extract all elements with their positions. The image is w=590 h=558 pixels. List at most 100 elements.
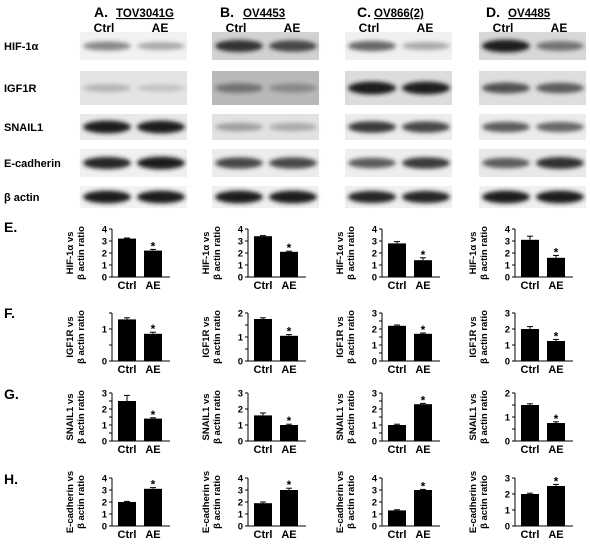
bar (118, 238, 136, 277)
y-tick-label: 2 (505, 389, 510, 400)
significance-star: * (287, 414, 292, 428)
column-letter: B. (220, 4, 234, 20)
significance-star: * (151, 478, 156, 492)
y-axis-label: SNAIL1 vs (335, 394, 346, 441)
blot-band (215, 40, 263, 52)
bar (254, 319, 272, 361)
significance-star: * (554, 245, 559, 259)
x-tick-label: Ctrl (388, 444, 407, 456)
lane-label-ctrl: Ctrl (493, 21, 514, 35)
blot-band (137, 120, 185, 134)
x-tick-label: AE (415, 529, 430, 541)
blot-band (83, 84, 131, 92)
blot-band (482, 157, 530, 169)
blot-band (536, 157, 584, 169)
panel-letter: F. (4, 305, 15, 321)
y-tick-label: 1 (372, 510, 378, 521)
x-tick-label: AE (548, 280, 563, 292)
x-tick-label: Ctrl (118, 364, 137, 376)
y-tick-label: 2 (238, 498, 243, 509)
x-tick-label: AE (415, 364, 430, 376)
blot-band (348, 40, 396, 52)
panel-letter: H. (4, 471, 18, 487)
blot-column (345, 32, 452, 208)
y-axis-label: β actin ratio (76, 390, 87, 444)
blot-band (269, 190, 317, 204)
y-tick-label: 0 (102, 437, 107, 448)
x-tick-label: AE (548, 444, 563, 456)
x-tick-label: Ctrl (521, 444, 540, 456)
significance-star: * (554, 474, 559, 488)
y-tick-label: 3 (372, 486, 377, 497)
y-tick-label: 3 (238, 486, 243, 497)
y-tick-label: 0 (372, 437, 377, 448)
y-axis-label: β actin ratio (346, 475, 357, 529)
y-axis-label: SNAIL1 vs (65, 394, 76, 441)
y-tick-label: 3 (372, 389, 377, 400)
x-tick-label: AE (145, 280, 160, 292)
y-tick-label: 2 (372, 325, 377, 336)
y-tick-label: 2 (505, 325, 510, 336)
x-tick-label: Ctrl (118, 529, 137, 541)
blot-band (137, 190, 185, 204)
lane-label-ae: AE (551, 21, 568, 35)
y-tick-label: 1 (238, 261, 244, 272)
panel-letter: E. (4, 219, 17, 235)
y-tick-label: 3 (238, 389, 243, 400)
x-tick-label: AE (145, 364, 160, 376)
bar-chart-H-4: E-cadherin vs β actin ratio 0 1 2 3 Ctrl * AE (468, 471, 573, 541)
y-tick-label: 4 (372, 225, 378, 236)
blot-band (482, 121, 530, 133)
bar (521, 239, 539, 277)
blot-row-label: E-cadherin (4, 158, 61, 170)
y-axis-label: IGF1R vs (201, 316, 212, 357)
bar (118, 401, 136, 441)
y-tick-label: 0 (372, 522, 377, 533)
cell-line-name: OV866(2) (374, 8, 424, 20)
bar-chart-G-2: SNAIL1 vs β actin ratio 0 1 2 3 Ctrl * AE (201, 389, 306, 456)
lane-label-ae: AE (284, 21, 301, 35)
blot-band (269, 83, 317, 93)
y-tick-label: 1 (102, 510, 108, 521)
y-tick-label: 1 (372, 421, 378, 432)
x-tick-label: Ctrl (118, 444, 137, 456)
x-tick-label: AE (145, 529, 160, 541)
bar-chart-G-1: SNAIL1 vs β actin ratio 0 1 2 3 Ctrl * AE (65, 389, 170, 456)
significance-star: * (151, 408, 156, 422)
y-axis-label: E-cadherin vs (65, 471, 76, 533)
bar (388, 243, 406, 277)
x-tick-label: Ctrl (254, 280, 273, 292)
bar (547, 257, 565, 277)
bar (280, 425, 298, 441)
lane-label-ctrl: Ctrl (359, 21, 380, 35)
y-axis-label: IGF1R vs (468, 316, 479, 357)
y-tick-label: 1 (505, 413, 511, 424)
blot-column (479, 32, 586, 208)
bar (388, 425, 406, 441)
y-tick-label: 0 (505, 522, 510, 533)
y-tick-label: 2 (102, 249, 107, 260)
bar (280, 251, 298, 277)
x-tick-label: Ctrl (118, 280, 137, 292)
x-tick-label: AE (281, 529, 296, 541)
y-axis-label: β actin ratio (212, 226, 223, 280)
blot-band (83, 120, 131, 134)
y-axis-label: SNAIL1 vs (468, 394, 479, 441)
bar (144, 418, 162, 441)
blot-row-label: IGF1R (4, 83, 36, 95)
column-letter: D. (486, 4, 500, 20)
significance-star: * (287, 478, 292, 492)
y-tick-label: 2 (372, 249, 377, 260)
cell-line-name: OV4485 (508, 8, 551, 20)
y-axis-label: β actin ratio (212, 475, 223, 529)
y-axis-label: β actin ratio (212, 390, 223, 444)
blot-band (215, 157, 263, 169)
y-tick-label: 2 (238, 405, 243, 416)
y-tick-label: 0 (505, 357, 510, 368)
column-letter: A. (94, 4, 108, 20)
y-axis-label: β actin ratio (346, 310, 357, 364)
y-tick-label: 0 (238, 522, 243, 533)
bar (144, 488, 162, 526)
